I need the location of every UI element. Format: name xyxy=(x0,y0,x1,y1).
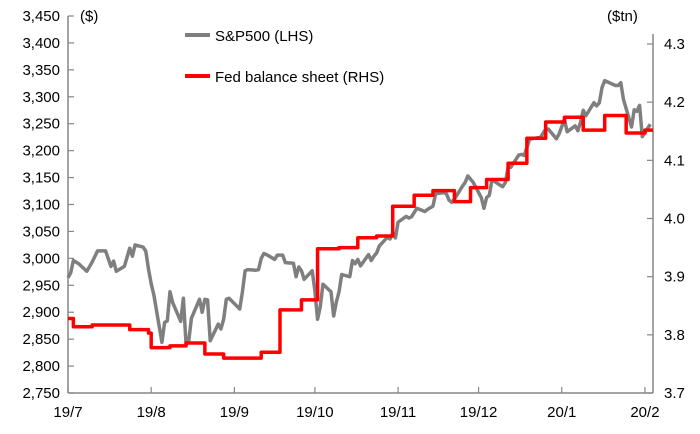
left-tick-label: 3,200 xyxy=(22,143,60,160)
left-tick-label: 3,150 xyxy=(22,170,60,187)
right-axis-title: ($tn) xyxy=(607,8,638,25)
legend-label-sp500: S&P500 (LHS) xyxy=(215,28,313,45)
left-tick-label: 3,400 xyxy=(22,35,60,52)
x-tick-label: 19/8 xyxy=(137,404,166,421)
right-tick-label: 4.3 xyxy=(664,36,685,53)
x-tick-label: 19/9 xyxy=(220,404,249,421)
x-tick-label: 19/10 xyxy=(296,404,334,421)
left-tick-label: 2,750 xyxy=(22,385,60,402)
right-tick-label: 3.9 xyxy=(664,269,685,286)
series-layer xyxy=(68,81,653,358)
left-tick-label: 2,950 xyxy=(22,277,60,294)
left-tick-label: 3,100 xyxy=(22,197,60,214)
x-tick-label: 20/2 xyxy=(630,404,659,421)
x-tick-label: 19/12 xyxy=(460,404,498,421)
x-tick-label: 19/11 xyxy=(380,404,416,421)
left-axis-title: ($) xyxy=(80,8,98,25)
left-tick-label: 3,300 xyxy=(22,89,60,106)
left-tick-label: 3,450 xyxy=(22,8,60,25)
fed-balance-sheet-line xyxy=(68,116,653,359)
legend-label-fed: Fed balance sheet (RHS) xyxy=(215,69,384,86)
left-tick-label: 2,800 xyxy=(22,358,60,375)
right-tick-label: 4.0 xyxy=(664,211,685,228)
legend: S&P500 (LHS) Fed balance sheet (RHS) xyxy=(185,28,384,86)
x-tick-label: 20/1 xyxy=(547,404,576,421)
left-tick-label: 2,900 xyxy=(22,304,60,321)
right-tick-label: 4.1 xyxy=(664,152,685,169)
x-tick-label: 19/7 xyxy=(53,404,82,421)
left-tick-label: 3,350 xyxy=(22,62,60,79)
right-tick-label: 4.2 xyxy=(664,94,685,111)
right-tick-label: 3.7 xyxy=(664,385,685,402)
left-tick-label: 3,250 xyxy=(22,116,60,133)
left-tick-label: 2,850 xyxy=(22,331,60,348)
right-tick-label: 3.8 xyxy=(664,327,685,344)
left-tick-label: 3,050 xyxy=(22,223,60,240)
left-tick-label: 3,000 xyxy=(22,250,60,267)
